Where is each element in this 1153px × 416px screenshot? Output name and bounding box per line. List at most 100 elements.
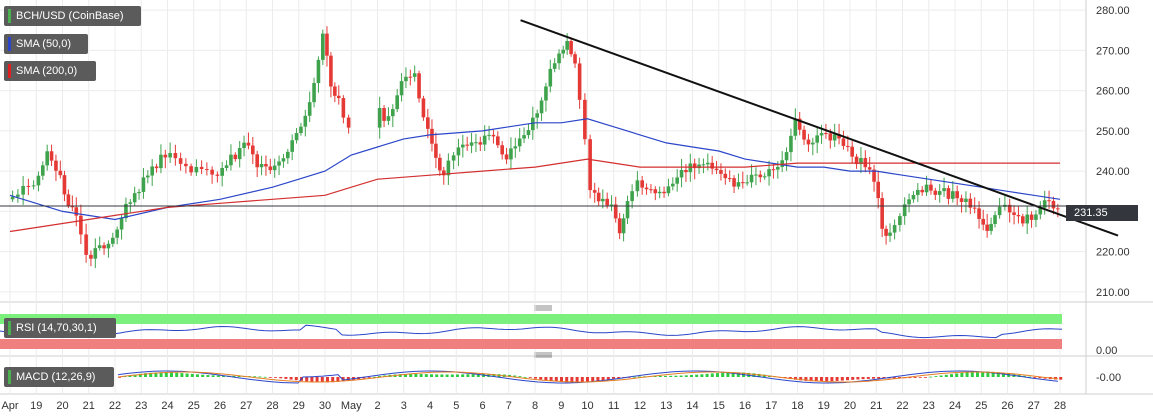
macd-histogram-bar [175, 372, 179, 377]
candle-down [84, 234, 88, 255]
macd-histogram-bar [632, 376, 636, 378]
candle-up [859, 158, 863, 165]
trendline [520, 19, 1119, 237]
candle-down [771, 169, 776, 171]
candle-up [951, 191, 955, 199]
candle-down [981, 218, 986, 225]
y-tick-label: 260.00 [1096, 86, 1130, 98]
legend-swatch-macd [8, 370, 11, 384]
macd-histogram-bar [872, 377, 875, 379]
macd-histogram-bar [586, 377, 589, 382]
macd-histogram-bar [362, 377, 366, 379]
macd-histogram-bar [1038, 377, 1042, 379]
x-tick-label: 20 [56, 400, 68, 412]
candle-up [902, 204, 907, 217]
candle-up [272, 165, 277, 171]
macd-histogram-bar [757, 373, 761, 377]
macd-histogram-bar [258, 376, 262, 378]
legend-sma200-label: SMA (200,0) [16, 65, 78, 77]
candle-up [997, 206, 1002, 216]
macd-histogram-bar [658, 375, 662, 377]
x-tick-label: 23 [923, 400, 935, 412]
candle-up [451, 155, 456, 161]
candle-up [168, 153, 172, 158]
macd-histogram-bar [970, 371, 974, 377]
candle-down [178, 158, 183, 164]
candle-up [548, 68, 553, 87]
macd-histogram-bar [721, 372, 725, 377]
candle-up [888, 232, 892, 236]
macd-histogram-bar [606, 377, 610, 380]
macd-histogram-bar [596, 377, 600, 381]
candle-down [727, 178, 732, 180]
candle-up [281, 158, 286, 162]
macd-histogram-bar [939, 375, 943, 377]
macd-histogram-bar [450, 374, 454, 377]
x-tick-label: 26 [1001, 400, 1013, 412]
macd-histogram-bar [716, 373, 719, 377]
candle-down [163, 154, 168, 158]
macd-histogram-bar [185, 373, 189, 377]
candle-up [141, 177, 146, 192]
candle-up [124, 203, 128, 219]
candle-down [434, 143, 438, 158]
legend-swatch-bch-usd [8, 9, 11, 23]
x-tick-label: 13 [660, 400, 672, 412]
macd-histogram-bar [305, 377, 309, 382]
candle-up [815, 135, 819, 143]
legend-rsi[interactable]: RSI (14,70,30,1) [4, 318, 116, 338]
macd-histogram-bar [159, 372, 163, 377]
candle-up [299, 126, 303, 134]
candle-down [199, 166, 204, 170]
candle-down [662, 191, 666, 194]
legend-bch-usd[interactable]: BCH/USD (CoinBase) [4, 6, 141, 26]
candle-up [150, 166, 154, 176]
legend-swatch-sma50 [8, 37, 11, 51]
candle-down [573, 54, 577, 64]
macd-histogram-bar [846, 377, 849, 381]
macd-histogram-bar [575, 377, 579, 383]
y-tick-label: 280.00 [1096, 5, 1130, 17]
candle-up [277, 161, 281, 166]
macd-histogram-bar [653, 376, 657, 377]
candle-down [596, 192, 601, 202]
candle-down [644, 187, 649, 190]
macd-histogram-bar [690, 374, 693, 377]
candle-down [491, 134, 496, 137]
candle-up [993, 215, 997, 225]
x-tick-label: May [341, 400, 362, 412]
legend-macd[interactable]: MACD (12,26,9) [4, 367, 114, 387]
macd-signal-line [117, 371, 1059, 383]
candle-down [154, 166, 159, 169]
candle-up [898, 216, 902, 226]
candle-down [867, 167, 872, 170]
macd-histogram-bar [820, 377, 823, 382]
candle-up [535, 113, 539, 118]
candle-up [776, 166, 780, 170]
candle-up [461, 144, 465, 148]
macd-histogram-bar [554, 377, 558, 382]
macd-histogram-bar [222, 375, 225, 377]
macd-histogram-bar [705, 373, 709, 377]
candle-down [500, 145, 504, 155]
candle-up [146, 175, 150, 178]
y-tick-label: 220.00 [1096, 247, 1130, 259]
candle-down [341, 98, 346, 118]
candle-down [758, 174, 763, 178]
macd-histogram-bar [315, 377, 319, 383]
candle-up [526, 130, 531, 136]
candle-down [58, 170, 63, 176]
legend-sma50[interactable]: SMA (50,0) [4, 34, 88, 54]
candle-down [649, 189, 653, 191]
legend-sma200[interactable]: SMA (200,0) [4, 61, 96, 81]
macd-histogram-bar [294, 377, 298, 381]
x-tick-label: 28 [1054, 400, 1066, 412]
macd-histogram-bar [560, 377, 563, 382]
candle-up [517, 138, 522, 147]
candle-down [732, 178, 736, 187]
macd-histogram-bar [830, 377, 834, 382]
candle-up [561, 49, 566, 54]
macd-histogram-bar [669, 375, 673, 377]
candle-down [723, 173, 728, 179]
